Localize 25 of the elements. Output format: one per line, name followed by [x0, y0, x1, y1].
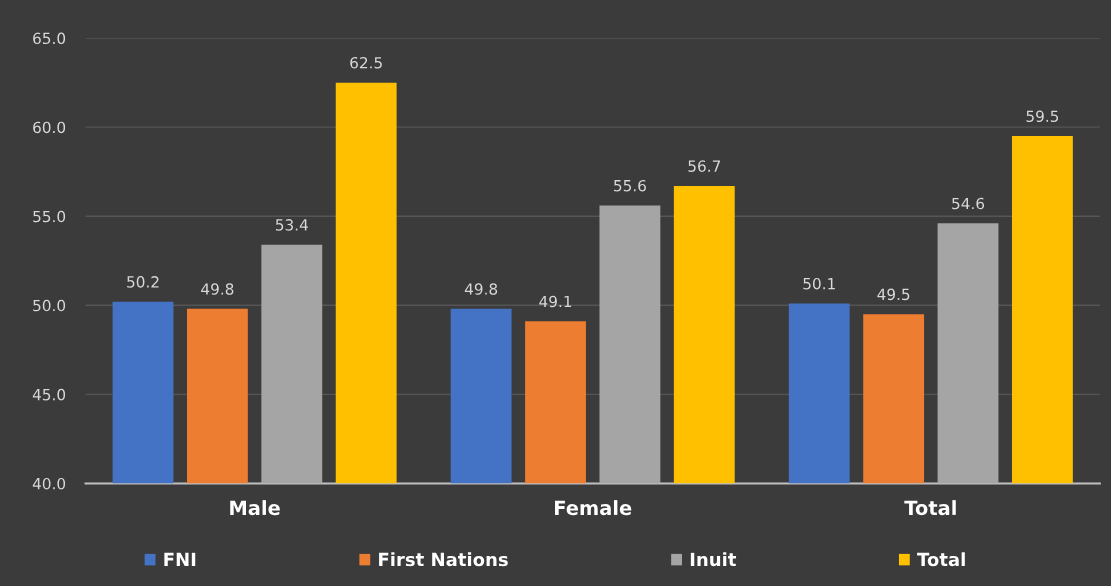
data-label: 54.6 [952, 197, 985, 210]
x-tick-label: Total [904, 500, 956, 516]
legend-label: First Nations [379, 552, 508, 567]
data-label: 56.7 [688, 160, 720, 172]
y-tick-label: 45.0 [32, 388, 66, 401]
y-tick-label: 50.0 [33, 299, 66, 312]
y-tick-label: 65.0 [33, 32, 66, 45]
data-label: 49.1 [539, 295, 572, 308]
data-label: 55.6 [614, 179, 646, 192]
data-label: 50.2 [127, 276, 159, 288]
data-label: 49.8 [201, 283, 234, 295]
data-label: 62.5 [350, 57, 382, 69]
y-tick-label: 55.0 [33, 210, 66, 223]
x-tick-label: Female [555, 500, 632, 516]
data-label: 49.5 [877, 288, 910, 301]
data-label: 49.8 [464, 283, 498, 295]
legend-label: Inuit [690, 552, 737, 567]
legend-label: Total [917, 552, 965, 567]
x-tick-label: Male [230, 500, 280, 516]
y-tick-label: 60.0 [33, 121, 66, 134]
data-label: 50.1 [803, 277, 835, 290]
legend-label: FNI [164, 552, 196, 566]
data-label: 53.4 [275, 219, 308, 231]
data-label: 59.5 [1026, 110, 1059, 122]
y-tick-label: 40.0 [32, 477, 66, 490]
